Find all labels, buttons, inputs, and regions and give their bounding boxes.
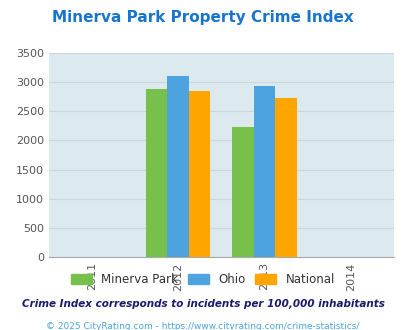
Bar	[253, 86, 275, 257]
Text: Crime Index corresponds to incidents per 100,000 inhabitants: Crime Index corresponds to incidents per…	[21, 299, 384, 309]
Bar	[188, 91, 210, 257]
Bar	[145, 89, 167, 257]
Text: © 2025 CityRating.com - https://www.cityrating.com/crime-statistics/: © 2025 CityRating.com - https://www.city…	[46, 322, 359, 330]
Bar	[275, 98, 296, 257]
Legend: Minerva Park, Ohio, National: Minerva Park, Ohio, National	[66, 268, 339, 291]
Bar	[167, 76, 188, 257]
Text: Minerva Park Property Crime Index: Minerva Park Property Crime Index	[52, 10, 353, 25]
Bar	[232, 127, 253, 257]
